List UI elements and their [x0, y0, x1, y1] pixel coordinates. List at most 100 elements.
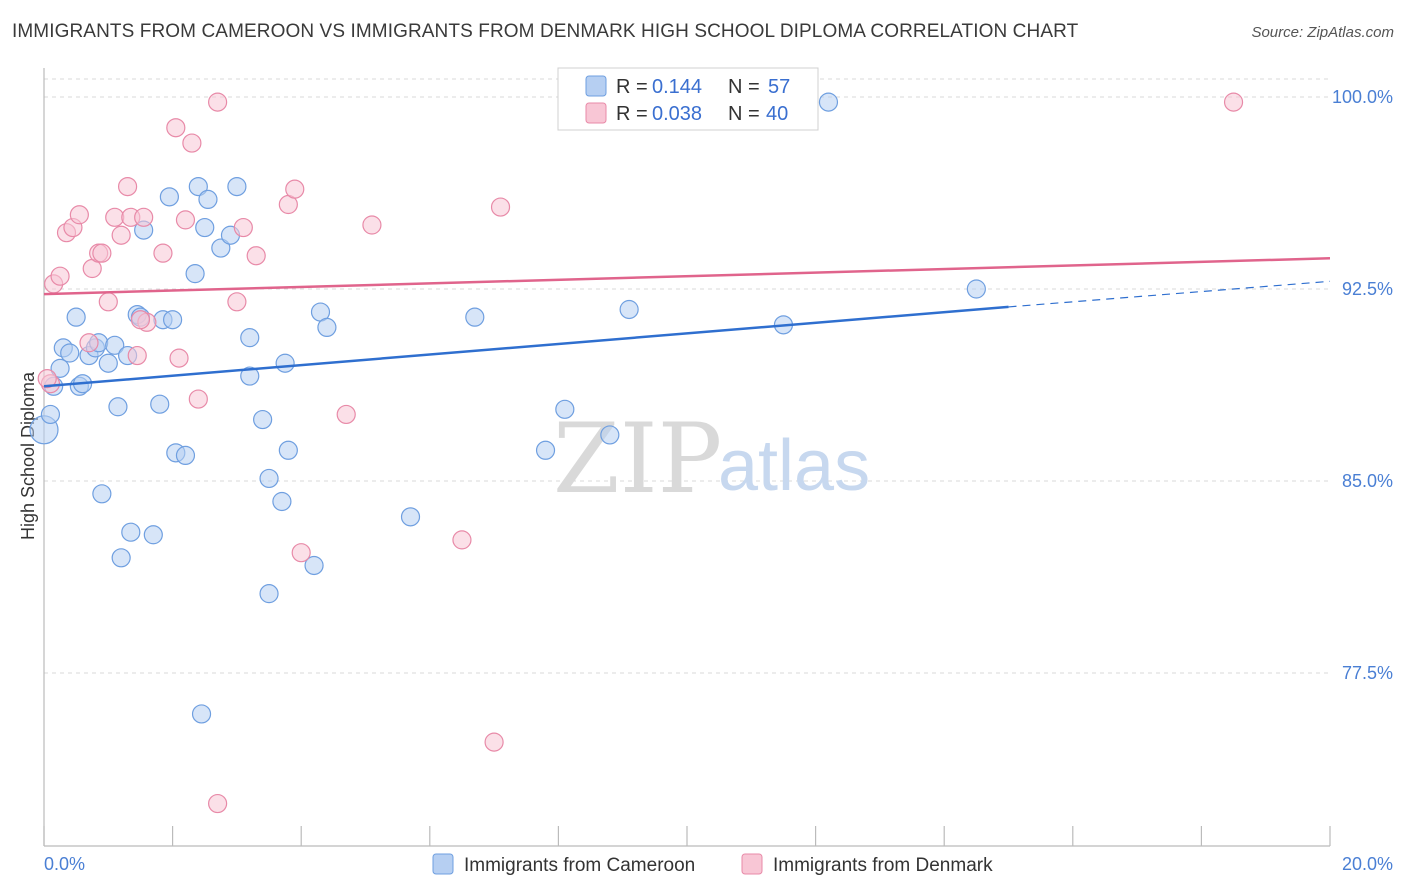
denmark-point	[50, 266, 70, 286]
watermark-zip: ZIP	[553, 403, 722, 515]
x-tick-label-min: 0.0%	[44, 854, 85, 874]
trend-line-denmark	[43, 257, 1331, 296]
cameroon-point	[105, 335, 125, 355]
denmark-point	[285, 179, 305, 199]
cameroon-point	[259, 584, 279, 604]
cameroon-point	[108, 397, 128, 417]
denmark-point	[208, 793, 228, 814]
denmark-point	[484, 732, 504, 752]
denmark-point	[227, 292, 247, 312]
cameroon-point	[159, 187, 179, 207]
legend-swatch-cameroon	[585, 75, 607, 97]
cameroon-point	[175, 445, 196, 465]
bottom-legend-swatch-cameroon	[432, 853, 454, 875]
legend-n-label-denmark: N =	[728, 103, 760, 125]
denmark-point	[117, 177, 138, 197]
legend-r-value-denmark: 0.038	[652, 103, 702, 125]
watermark-atlas: atlas	[718, 426, 870, 506]
denmark-point	[98, 292, 118, 312]
cameroon-point	[966, 279, 986, 299]
y-tick-label: 92.5%	[1342, 279, 1393, 299]
legend-r-label-cameroon: R =	[616, 76, 648, 98]
denmark-point	[208, 92, 228, 112]
cameroon-point	[619, 299, 639, 320]
denmark-point	[246, 246, 266, 266]
bottom-legend-swatch-denmark	[741, 853, 763, 875]
trend-lines	[43, 257, 1331, 388]
cameroon-point	[535, 440, 556, 460]
denmark-point	[92, 243, 112, 263]
cameroon-point	[253, 409, 273, 430]
denmark-point	[37, 369, 57, 389]
cameroon-point	[600, 425, 620, 445]
denmark-point	[490, 197, 511, 217]
legend-n-label-cameroon: N =	[728, 76, 760, 98]
denmark-point	[452, 530, 472, 550]
y-tick-label: 77.5%	[1342, 663, 1393, 683]
denmark-point	[153, 243, 173, 263]
cameroon-point	[185, 264, 205, 284]
cameroon-point	[304, 555, 324, 576]
denmark-point	[188, 389, 208, 409]
denmark-point	[134, 207, 154, 227]
cameroon-point	[60, 343, 80, 363]
cameroon-point	[188, 177, 208, 197]
x-tick-label-max: 20.0%	[1342, 854, 1393, 874]
y-axis-label: High School Diploma	[18, 371, 38, 540]
cameroon-point	[211, 238, 231, 258]
cameroon-point	[400, 507, 421, 527]
cameroon-point	[465, 307, 485, 327]
cameroon-point	[818, 92, 839, 112]
denmark-point	[105, 207, 125, 227]
cameroon-point	[150, 394, 170, 414]
cameroon-point	[240, 366, 260, 386]
bottom-legend: Immigrants from Cameroon Immigrants from…	[432, 853, 993, 876]
legend-r-label-denmark: R =	[616, 103, 648, 125]
watermark: ZIP atlas	[553, 403, 870, 515]
legend-n-value-denmark: 40	[766, 103, 788, 125]
denmark-point	[291, 543, 311, 563]
denmark-point	[362, 215, 382, 235]
cameroon-point	[50, 358, 70, 378]
cameroon-point	[163, 310, 183, 330]
denmark-point	[166, 118, 186, 138]
cameroon-point	[555, 399, 575, 419]
legend-swatch-denmark	[585, 102, 607, 124]
series-denmark-points	[37, 92, 1244, 814]
y-tick-label: 85.0%	[1342, 471, 1393, 491]
cameroon-point	[259, 468, 279, 489]
legend: R = 0.144 N = 57 R = 0.038 N = 40	[557, 67, 819, 131]
y-tick-labels: 77.5% 85.0% 92.5% 100.0%	[1332, 87, 1393, 683]
cameroon-point	[240, 328, 260, 348]
cameroon-point	[191, 704, 212, 724]
denmark-point	[111, 225, 131, 245]
cameroon-point	[198, 189, 218, 209]
chart-title: IMMIGRANTS FROM CAMEROON VS IMMIGRANTS F…	[12, 21, 1079, 42]
cameroon-point	[111, 548, 131, 568]
cameroon-point	[92, 484, 112, 504]
denmark-point	[336, 404, 356, 425]
legend-r-value-cameroon: 0.144	[652, 76, 702, 98]
cameroon-point	[278, 440, 298, 460]
legend-n-value-cameroon: 57	[768, 76, 790, 98]
y-tick-label: 100.0%	[1332, 87, 1393, 107]
cameroon-point	[195, 217, 215, 238]
denmark-point	[169, 348, 189, 368]
cameroon-point	[272, 491, 292, 512]
cameroon-point	[66, 307, 86, 327]
denmark-point	[233, 217, 253, 238]
denmark-point	[130, 310, 151, 330]
bottom-legend-label-denmark: Immigrants from Denmark	[773, 855, 993, 876]
cameroon-point	[40, 404, 61, 425]
cameroon-point	[275, 353, 295, 373]
denmark-point	[175, 210, 196, 230]
trend-line-cameroon	[43, 305, 1009, 388]
denmark-point	[127, 345, 147, 366]
trend-line-cameroon-extension	[1008, 280, 1331, 308]
x-ticks	[43, 826, 1331, 846]
bottom-legend-label-cameroon: Immigrants from Cameroon	[464, 855, 695, 876]
denmark-point	[69, 205, 89, 225]
chart-source: Source: ZipAtlas.com	[1251, 24, 1394, 41]
cameroon-point	[121, 522, 141, 542]
